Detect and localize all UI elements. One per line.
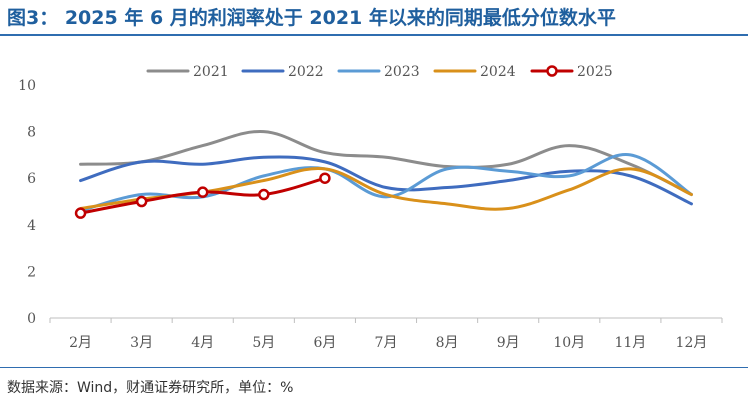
- y-tick-label: 0: [27, 311, 36, 327]
- x-tick-label: 7月: [375, 335, 398, 351]
- data-point-2025: [258, 188, 270, 201]
- x-tick-label: 5月: [252, 335, 275, 351]
- x-tick-label: 2月: [69, 335, 92, 351]
- x-tick-label: 3月: [130, 335, 153, 351]
- legend-label-2021: 2021: [193, 64, 229, 80]
- legend-label-2022: 2022: [288, 64, 324, 80]
- y-tick-label: 6: [27, 171, 36, 187]
- data-point-2025: [74, 207, 87, 219]
- legend-label-2025: 2025: [577, 64, 613, 80]
- x-tick-label: 4月: [191, 335, 214, 351]
- y-axis: 0 2 4 6 8 10: [18, 78, 36, 327]
- title-divider: [0, 34, 748, 36]
- data-point-2025: [135, 195, 148, 208]
- data-point-2025: [319, 172, 331, 184]
- x-tick-label: 8月: [436, 335, 459, 351]
- y-tick-label: 2: [27, 264, 36, 280]
- legend-marker-2025: [546, 65, 558, 77]
- series-line-2022: [79, 155, 693, 206]
- legend-label-2024: 2024: [480, 64, 516, 80]
- y-tick-label: 10: [18, 78, 36, 94]
- x-tick-label: 11月: [614, 335, 646, 351]
- x-tick-label: 6月: [313, 335, 336, 351]
- line-chart: 2021 2022 2023 2024 2025 0 2 4 6 8 10 2月 3月 4月 5月 6月 7…: [18, 64, 723, 351]
- chart-legend: 2021 2022 2023 2024 2025: [146, 64, 613, 80]
- y-tick-label: 4: [27, 218, 36, 234]
- source-note: 数据来源：Wind，财通证券研究所，单位：%: [7, 380, 294, 396]
- y-tick-label: 8: [27, 125, 36, 141]
- x-tick-label: 9月: [497, 335, 520, 351]
- series-line-2021: [79, 130, 693, 197]
- series-line-2023: [79, 153, 693, 213]
- x-tick-label: 12月: [676, 335, 708, 351]
- footer-divider: [0, 367, 748, 368]
- x-tick-label: 10月: [553, 335, 585, 351]
- plot-area: [74, 130, 693, 219]
- legend-label-2023: 2023: [384, 64, 420, 80]
- page-title: 图3： 2025 年 6 月的利润率处于 2021 年以来的同期最低分位数水平: [7, 7, 616, 29]
- x-axis: 2月 3月 4月 5月 6月 7月 8月 9月 10月 11月 12月: [49, 317, 723, 351]
- data-point-2025: [196, 186, 209, 198]
